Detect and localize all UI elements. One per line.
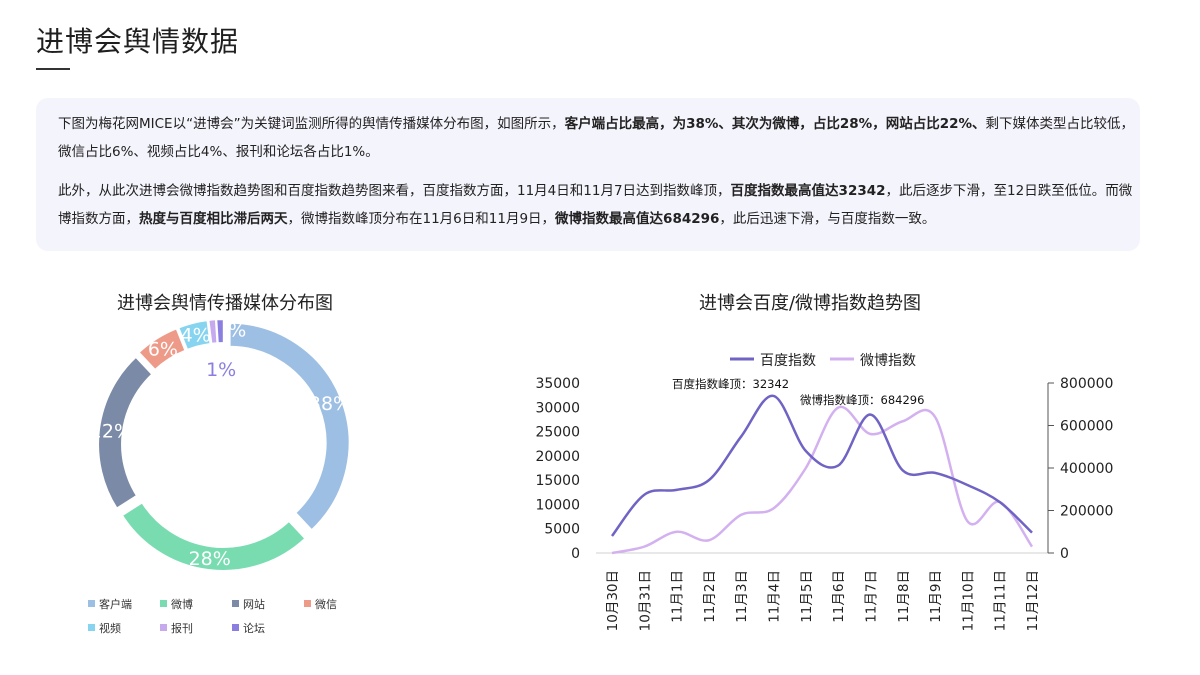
right-axis-tick: 0 xyxy=(1060,546,1069,562)
donut-slice-网站 xyxy=(97,355,154,510)
series-line-百度指数 xyxy=(611,394,1033,537)
legend-swatch-客户端 xyxy=(88,600,95,607)
donut-label-客户端: 38% xyxy=(309,393,351,415)
legend-swatch-微博 xyxy=(160,600,167,607)
legend-label-百度指数: 百度指数 xyxy=(760,353,816,369)
x-axis-tick: 11月8日 xyxy=(896,570,912,623)
donut-label-微博: 28% xyxy=(189,548,231,570)
legend-label-微信: 微信 xyxy=(315,597,337,611)
line-chart-title: 进博会百度/微博指数趋势图 xyxy=(698,293,922,314)
summary-highlight: 客户端占比最高，为38%、其次为微博，占比28%，网站占比22%、 xyxy=(564,116,986,132)
donut-chart-title: 进博会舆情传播媒体分布图 xyxy=(117,293,333,314)
x-axis-tick: 11月12日 xyxy=(1025,570,1041,631)
summary-text: 下图为梅花网MICE以“进博会”为关键词监测所得的舆情传播媒体分布图，如图所示， xyxy=(58,116,565,132)
summary-text: ，此后逐步下滑，至12日跌至低位。而微博指数方面， xyxy=(58,183,1133,227)
x-axis-tick: 11月9日 xyxy=(928,570,944,623)
donut-slice-客户端 xyxy=(228,321,351,532)
summary-text: 此外，从此次进博会微博指数趋势图和百度指数趋势图来看，百度指数方面，11月4日和… xyxy=(58,183,731,199)
legend-swatch-论坛 xyxy=(232,624,239,631)
x-axis-tick: 11月2日 xyxy=(702,570,718,623)
summary-text: ，此后迅速下滑，与百度指数一致。 xyxy=(719,211,936,227)
summary-highlight: 百度指数最高值达32342 xyxy=(730,183,886,199)
x-axis-tick: 11月3日 xyxy=(734,570,750,623)
x-axis-tick: 11月4日 xyxy=(767,570,783,623)
legend-label-论坛: 论坛 xyxy=(243,621,265,635)
right-axis-tick: 400000 xyxy=(1060,461,1113,477)
title-underline xyxy=(36,68,70,70)
donut-label-视频: 4% xyxy=(181,325,211,347)
left-axis-tick: 15000 xyxy=(535,473,580,489)
x-axis-tick: 11月10日 xyxy=(960,570,976,631)
legend-label-客户端: 客户端 xyxy=(99,597,132,611)
donut-slice-微信 xyxy=(137,327,187,372)
summary-box: 下图为梅花网MICE以“进博会”为关键词监测所得的舆情传播媒体分布图，如图所示，… xyxy=(36,98,1140,251)
left-axis-tick: 35000 xyxy=(535,376,580,392)
summary-highlight: 热度与百度相比滞后两天 xyxy=(139,211,288,227)
series-line-微博指数 xyxy=(611,405,1034,555)
legend-label-视频: 视频 xyxy=(99,621,121,635)
donut-label-网站: 22% xyxy=(90,421,132,443)
legend-label-报刊: 报刊 xyxy=(171,621,193,635)
x-axis-tick: 11月5日 xyxy=(799,570,815,623)
legend-swatch-报刊 xyxy=(160,624,167,631)
left-axis-tick: 20000 xyxy=(535,449,580,465)
x-axis-tick: 10月30日 xyxy=(605,570,621,631)
summary-highlight: 微博指数最高值达684296 xyxy=(555,211,720,227)
right-axis-tick: 600000 xyxy=(1060,419,1113,435)
left-axis-tick: 25000 xyxy=(535,425,580,441)
left-axis-tick: 30000 xyxy=(535,400,580,416)
summary-text: ，微博指数峰顶分布在11月6日和11月9日， xyxy=(287,211,556,227)
summary-text: 剩下媒体类型占比较低，微信占比6%、视频占比4%、报刊和论坛各占比1%。 xyxy=(58,116,1135,160)
legend-swatch-微信 xyxy=(304,600,311,607)
baidu-peak-annotation: 百度指数峰顶：32342 xyxy=(672,377,789,391)
x-axis-tick: 11月11日 xyxy=(993,570,1009,631)
legend-label-微博指数: 微博指数 xyxy=(860,352,916,369)
legend-swatch-视频 xyxy=(88,624,95,631)
index-trend-line-chart: 0 5000 10000 15000 20000 25000 30000 35000 0 2000… xyxy=(535,352,1113,631)
x-axis-tick: 11月1日 xyxy=(670,570,686,623)
x-axis-tick: 11月6日 xyxy=(831,570,847,623)
right-axis-tick: 200000 xyxy=(1060,504,1113,520)
legend-label-网站: 网站 xyxy=(243,597,265,611)
x-axis-tick: 11月7日 xyxy=(863,570,879,623)
summary-paragraph-2: 此外，从此次进博会微博指数趋势图和百度指数趋势图来看，百度指数方面，11月4日和… xyxy=(58,177,1138,233)
legend-label-微博: 微博 xyxy=(171,597,193,611)
left-axis-tick: 0 xyxy=(571,546,580,562)
left-axis-tick: 10000 xyxy=(535,497,580,513)
donut-slice-论坛 xyxy=(215,320,225,345)
x-axis-tick: 10月31日 xyxy=(637,570,653,631)
weibo-peak-annotation: 微博指数峰顶：684296 xyxy=(800,393,924,407)
right-axis-tick: 800000 xyxy=(1060,376,1113,392)
page-title: 进博会舆情数据 xyxy=(36,25,240,58)
donut-slice-微博 xyxy=(120,501,307,572)
legend-swatch-网站 xyxy=(232,600,239,607)
donut-label-微信: 6% xyxy=(148,339,178,361)
summary-paragraph-1: 下图为梅花网MICE以“进博会”为关键词监测所得的舆情传播媒体分布图，如图所示，… xyxy=(58,110,1138,166)
left-axis-tick: 5000 xyxy=(544,522,580,538)
donut-label-论坛: 1% xyxy=(206,359,236,381)
